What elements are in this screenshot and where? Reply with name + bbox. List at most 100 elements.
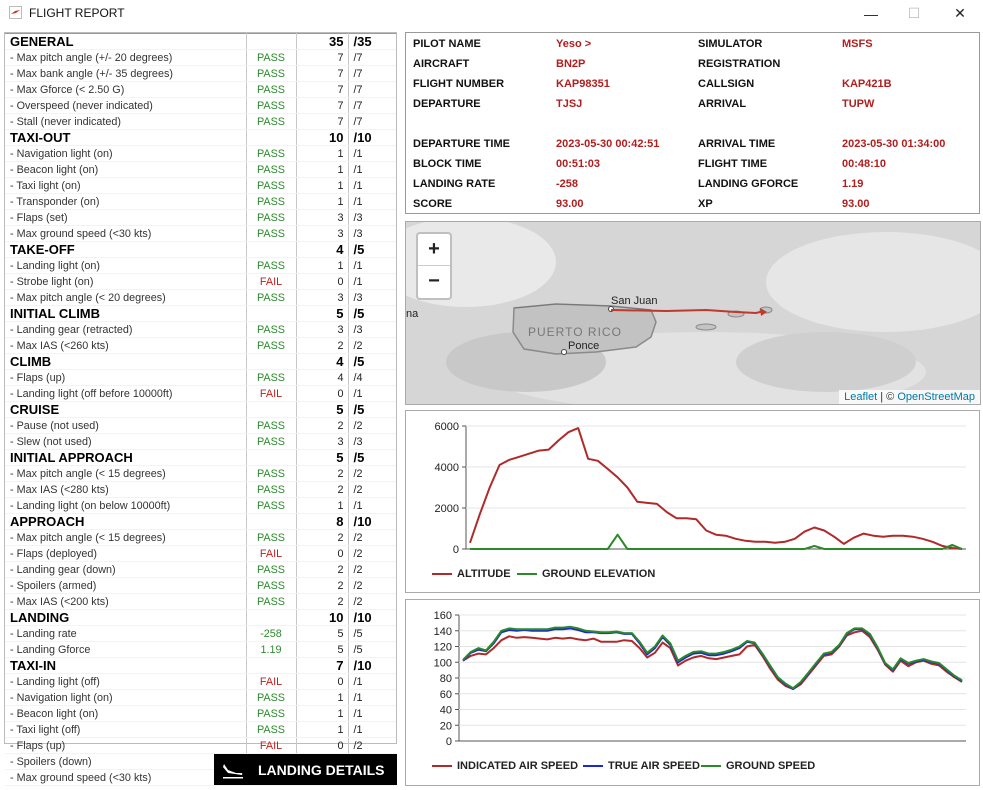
pilot-name-value[interactable]: Yeso > bbox=[556, 38, 592, 50]
maximize-button[interactable]: ☐ bbox=[907, 5, 921, 21]
minimize-button[interactable]: — bbox=[864, 5, 878, 22]
check-max: /1 bbox=[348, 705, 396, 722]
close-button[interactable]: ✕ bbox=[954, 5, 966, 21]
check-max: /2 bbox=[348, 481, 396, 498]
check-label: - Taxi light (on) bbox=[5, 177, 247, 194]
landing-details-button[interactable]: LANDING DETAILS bbox=[214, 754, 397, 785]
check-max: /7 bbox=[348, 97, 396, 114]
legend-swatch-tas bbox=[583, 765, 603, 767]
check-row: - Max bank angle (+/- 35 degrees) PASS 7/7 bbox=[5, 65, 396, 82]
legend-altitude: ALTITUDE bbox=[432, 568, 511, 580]
check-status: PASS bbox=[246, 193, 297, 210]
check-row: - Pause (not used) PASS 2/2 bbox=[5, 417, 396, 434]
landing-rate-value: -258 bbox=[556, 178, 579, 190]
y-tick-label: 60 bbox=[440, 689, 452, 701]
section-max: /10 bbox=[348, 609, 396, 626]
arrival-time-value: 2023-05-30 01:34:00 bbox=[842, 138, 946, 150]
check-score: 3 bbox=[296, 321, 349, 338]
check-row: - Landing light (on below 10000ft) PASS 1/… bbox=[5, 497, 396, 514]
check-label: - Spoilers (armed) bbox=[5, 577, 247, 594]
check-max: /2 bbox=[348, 593, 396, 610]
check-row: - Navigation light (on) PASS 1/1 bbox=[5, 689, 396, 706]
check-status: FAIL bbox=[246, 545, 297, 562]
check-label: - Pause (not used) bbox=[5, 417, 247, 434]
check-max: /2 bbox=[348, 545, 396, 562]
check-status: 1.19 bbox=[246, 641, 297, 658]
check-score: 1 bbox=[296, 257, 349, 274]
route-map[interactable]: San Juan Ponce PUERTO RICO na + − Leafle… bbox=[405, 221, 981, 405]
map-label-puerto-rico: PUERTO RICO bbox=[528, 325, 622, 339]
section-max: /35 bbox=[348, 33, 396, 50]
check-row: - Landing gear (retracted) PASS 3/3 bbox=[5, 321, 396, 338]
altitude-chart: 0 2000 4000 6000 bbox=[435, 421, 966, 556]
zoom-in-button[interactable]: + bbox=[418, 234, 450, 266]
section-name: APPROACH bbox=[5, 513, 247, 530]
xp-value: 93.00 bbox=[842, 198, 870, 210]
section-score: 8 bbox=[296, 513, 349, 530]
series-line-ground-speed bbox=[462, 625, 963, 690]
section-score: 5 bbox=[296, 305, 349, 322]
check-label: - Beacon light (on) bbox=[5, 161, 247, 178]
check-score: 1 bbox=[296, 193, 349, 210]
check-max: /3 bbox=[348, 209, 396, 226]
y-tick-label: 40 bbox=[440, 705, 452, 717]
section-score: 4 bbox=[296, 353, 349, 370]
check-row: - Flaps (up) PASS 4/4 bbox=[5, 369, 396, 386]
check-score: 1 bbox=[296, 145, 349, 162]
check-max: /2 bbox=[348, 417, 396, 434]
altitude-chart-panel: 0 2000 4000 6000 ALTITUDE GROUND ELEVATION bbox=[405, 410, 980, 593]
check-label: - Spoilers (down) bbox=[5, 753, 247, 770]
window-title: FLIGHT REPORT bbox=[29, 6, 125, 20]
departure-time-value: 2023-05-30 00:42:51 bbox=[556, 138, 660, 150]
section-name: INITIAL CLIMB bbox=[5, 305, 247, 322]
check-score: 3 bbox=[296, 289, 349, 306]
check-status: PASS bbox=[246, 97, 297, 114]
check-score: 0 bbox=[296, 273, 349, 290]
section-score: 10 bbox=[296, 129, 349, 146]
check-label: - Navigation light (on) bbox=[5, 689, 247, 706]
check-row: - Transponder (on) PASS 1/1 bbox=[5, 193, 396, 210]
section-status bbox=[246, 401, 297, 418]
section-status bbox=[246, 449, 297, 466]
check-row: - Spoilers (armed) PASS 2/2 bbox=[5, 577, 396, 594]
check-label: - Overspeed (never indicated) bbox=[5, 97, 247, 114]
check-max: /7 bbox=[348, 49, 396, 66]
speed-chart: 0 20 40 60 80 100 120 140 160 bbox=[434, 610, 966, 748]
check-status: PASS bbox=[246, 337, 297, 354]
check-max: /2 bbox=[348, 561, 396, 578]
check-status: FAIL bbox=[246, 385, 297, 402]
check-score: 7 bbox=[296, 81, 349, 98]
y-tick-label: 2000 bbox=[435, 503, 459, 515]
check-label: - Landing light (off) bbox=[5, 673, 247, 690]
check-label: - Max IAS (<280 kts) bbox=[5, 481, 247, 498]
check-score: 0 bbox=[296, 673, 349, 690]
check-status: PASS bbox=[246, 65, 297, 82]
section-max: /5 bbox=[348, 305, 396, 322]
check-status: PASS bbox=[246, 369, 297, 386]
arrival-value: TUPW bbox=[842, 98, 875, 110]
check-max: /2 bbox=[348, 577, 396, 594]
check-label: - Landing rate bbox=[5, 625, 247, 642]
check-row: - Landing rate -258 5/5 bbox=[5, 625, 396, 642]
check-score: 1 bbox=[296, 721, 349, 738]
y-tick-label: 80 bbox=[440, 673, 452, 685]
openstreetmap-link[interactable]: OpenStreetMap bbox=[897, 391, 975, 403]
zoom-out-button[interactable]: − bbox=[428, 270, 440, 292]
leaflet-link[interactable]: Leaflet bbox=[844, 391, 878, 403]
landing-rate-label: LANDING RATE bbox=[413, 178, 496, 190]
check-status: PASS bbox=[246, 561, 297, 578]
check-max: /1 bbox=[348, 273, 396, 290]
section-status bbox=[246, 129, 297, 146]
check-max: /1 bbox=[348, 673, 396, 690]
section-max: /5 bbox=[348, 353, 396, 370]
app-logo-icon bbox=[9, 6, 22, 19]
check-status: PASS bbox=[246, 225, 297, 242]
check-score: 2 bbox=[296, 593, 349, 610]
check-max: /1 bbox=[348, 257, 396, 274]
check-row: - Max IAS (<200 kts) PASS 2/2 bbox=[5, 593, 396, 610]
section-max: /10 bbox=[348, 513, 396, 530]
check-label: - Landing light (on) bbox=[5, 257, 247, 274]
check-row: - Navigation light (on) PASS 1/1 bbox=[5, 145, 396, 162]
departure-value: TJSJ bbox=[556, 98, 583, 110]
section-score: 10 bbox=[296, 609, 349, 626]
